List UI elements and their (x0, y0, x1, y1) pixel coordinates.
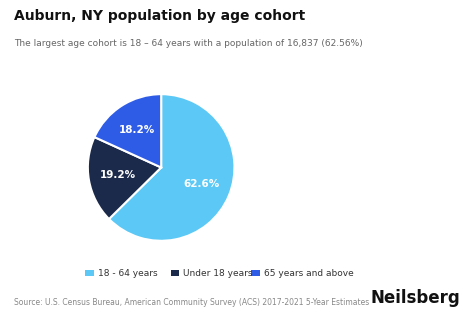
Text: Neilsberg: Neilsberg (370, 289, 460, 307)
Text: Auburn, NY population by age cohort: Auburn, NY population by age cohort (14, 9, 305, 23)
Text: The largest age cohort is 18 – 64 years with a population of 16,837 (62.56%): The largest age cohort is 18 – 64 years … (14, 40, 363, 48)
Wedge shape (109, 94, 235, 241)
Text: Under 18 years: Under 18 years (183, 269, 253, 278)
Text: 62.6%: 62.6% (183, 179, 220, 189)
Wedge shape (94, 94, 161, 167)
Text: 18 - 64 years: 18 - 64 years (98, 269, 157, 278)
Text: 18.2%: 18.2% (119, 125, 155, 136)
Wedge shape (88, 137, 161, 219)
Text: 65 years and above: 65 years and above (264, 269, 353, 278)
Text: 19.2%: 19.2% (100, 170, 136, 180)
Text: Source: U.S. Census Bureau, American Community Survey (ACS) 2017-2021 5-Year Est: Source: U.S. Census Bureau, American Com… (14, 298, 369, 307)
